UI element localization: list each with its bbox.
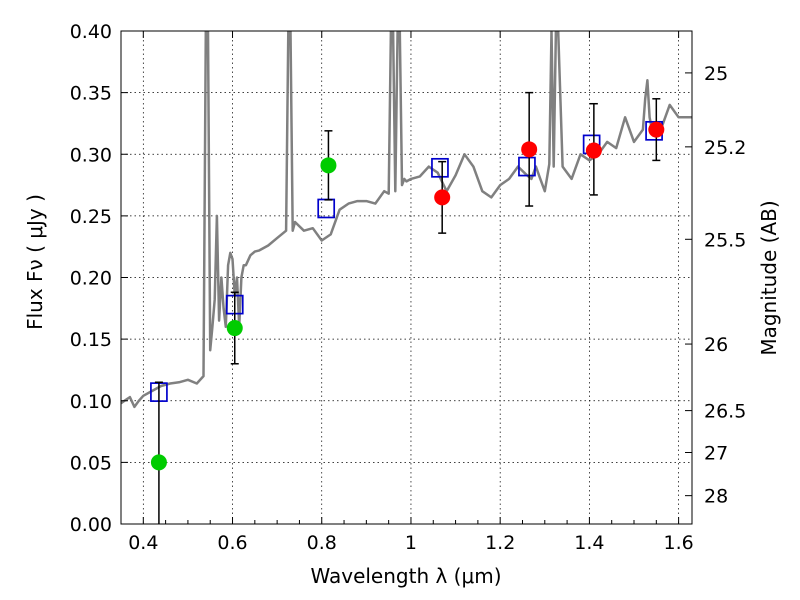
y-axis-label: Flux Fν ( μJy ) <box>23 194 47 330</box>
measurement-point <box>150 454 167 471</box>
model-photometry-square <box>431 157 449 178</box>
measurement-point <box>585 142 602 159</box>
plot-area <box>121 31 692 524</box>
x-tick-label: 0.6 <box>217 532 247 554</box>
right-tick-label: 25.2 <box>704 137 746 159</box>
y-tick-label: 0.05 <box>70 452 112 474</box>
right-tick-label: 27 <box>704 443 728 465</box>
y-tick-label: 0.35 <box>70 83 112 105</box>
y-tick-label: 0.00 <box>70 514 112 536</box>
measurement-point <box>226 320 243 337</box>
axes: 0.4 0.6 0.8 1 1.2 1.4 1.6 0.00 0.05 0.10 0.15 0.20 0… <box>70 21 747 554</box>
model-photometry-square <box>518 156 536 177</box>
x-tick-label: 0.8 <box>307 532 337 554</box>
right-tick-label: 28 <box>704 486 728 508</box>
y-tick-label: 0.40 <box>70 21 112 43</box>
x-tick-label: 1.6 <box>664 532 694 554</box>
y-tick-label: 0.30 <box>70 144 112 166</box>
y-tick-label: 0.10 <box>70 391 112 413</box>
measurement-point <box>521 141 538 158</box>
model-photometry-square <box>317 198 336 219</box>
x-tick-label: 1.2 <box>485 532 515 554</box>
y-tick-label: 0.25 <box>70 206 112 228</box>
right-tick-label: 25.5 <box>704 229 746 251</box>
model-spectrum-line <box>121 31 692 409</box>
right-tick-label: 25 <box>704 63 728 85</box>
x-axis-label: Wavelength λ (μm) <box>310 564 501 588</box>
measurement-point <box>320 157 337 174</box>
x-tick-label: 1.4 <box>574 532 604 554</box>
right-axis-label: Magnitude (AB) <box>757 200 781 355</box>
right-tick-label: 26 <box>704 334 728 356</box>
x-tick-label: 1 <box>405 532 417 554</box>
measurement-point <box>648 121 665 138</box>
measurement-point <box>434 189 451 206</box>
y-tick-label: 0.20 <box>70 268 112 290</box>
x-tick-label: 0.4 <box>128 532 158 554</box>
right-tick-label: 26.5 <box>704 401 746 423</box>
y-tick-label: 0.15 <box>70 329 112 351</box>
grid-lines <box>121 30 692 525</box>
